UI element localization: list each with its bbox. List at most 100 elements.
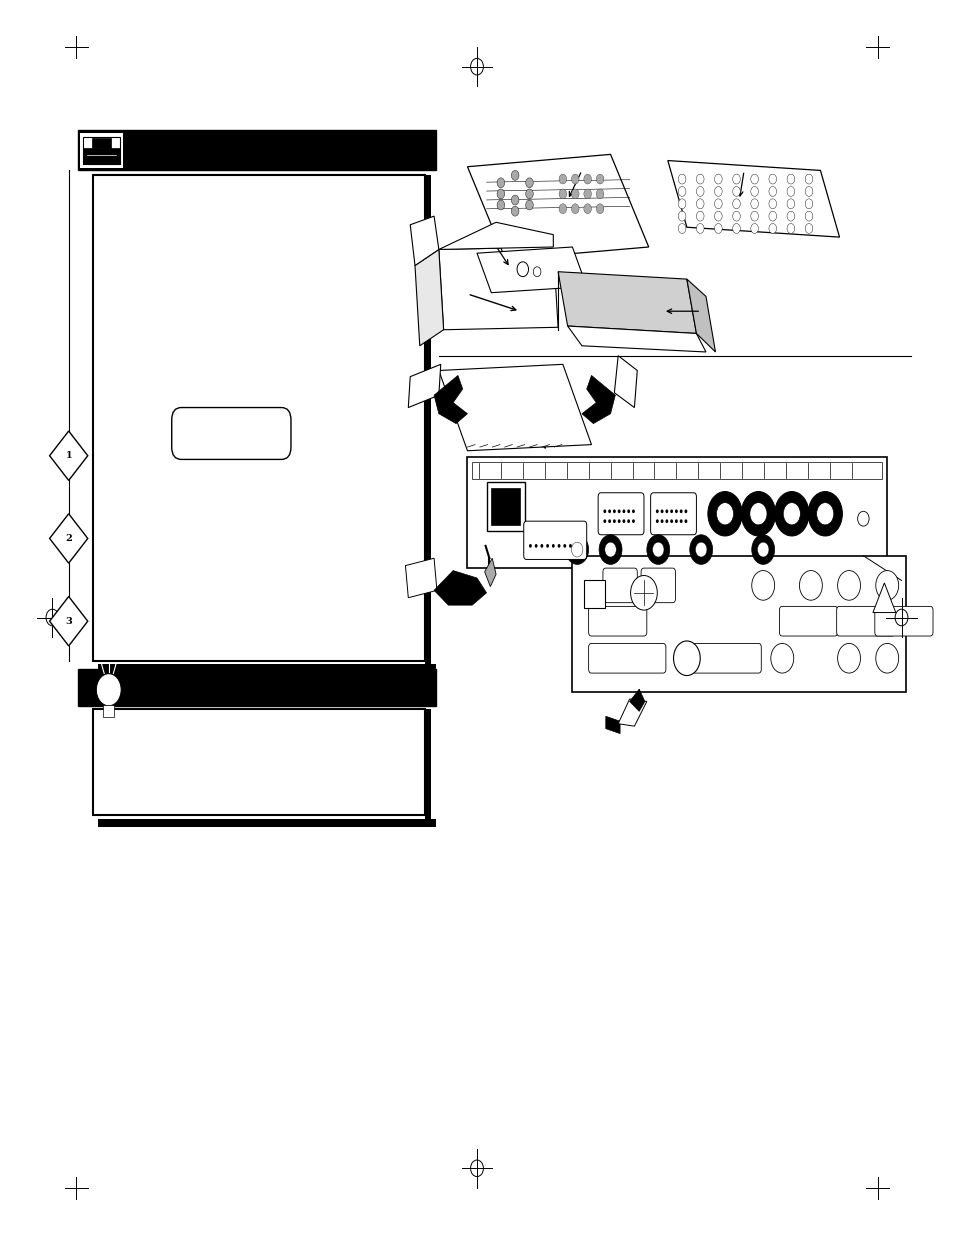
Circle shape: [618, 519, 620, 524]
Bar: [583, 580, 604, 608]
Circle shape: [571, 174, 578, 184]
Circle shape: [678, 224, 685, 233]
Circle shape: [612, 509, 616, 513]
FancyBboxPatch shape: [172, 408, 291, 459]
Circle shape: [602, 509, 606, 513]
Circle shape: [768, 224, 776, 233]
Polygon shape: [405, 558, 436, 598]
Circle shape: [757, 542, 768, 557]
Circle shape: [511, 170, 518, 180]
Circle shape: [571, 542, 582, 557]
Circle shape: [768, 211, 776, 221]
Circle shape: [602, 519, 606, 524]
Circle shape: [598, 535, 621, 564]
Polygon shape: [667, 161, 839, 237]
Bar: [491, 488, 519, 525]
Text: 1: 1: [66, 451, 71, 461]
Circle shape: [659, 519, 663, 524]
Circle shape: [714, 199, 721, 209]
FancyBboxPatch shape: [650, 493, 696, 535]
Circle shape: [525, 189, 533, 199]
Circle shape: [665, 509, 668, 513]
Circle shape: [669, 519, 673, 524]
Circle shape: [714, 174, 721, 184]
Circle shape: [655, 509, 658, 513]
Circle shape: [583, 204, 591, 214]
Circle shape: [596, 174, 603, 184]
Polygon shape: [629, 689, 644, 711]
Circle shape: [596, 204, 603, 214]
Circle shape: [534, 543, 537, 547]
Polygon shape: [567, 326, 705, 352]
Bar: [425, 175, 431, 668]
FancyBboxPatch shape: [683, 643, 760, 673]
FancyBboxPatch shape: [598, 493, 643, 535]
Bar: [486, 482, 524, 531]
Polygon shape: [50, 514, 88, 563]
Polygon shape: [50, 431, 88, 480]
Circle shape: [558, 204, 566, 214]
Circle shape: [786, 174, 794, 184]
Circle shape: [696, 174, 703, 184]
Circle shape: [608, 519, 611, 524]
Polygon shape: [415, 249, 443, 346]
Circle shape: [497, 178, 504, 188]
Circle shape: [557, 543, 560, 547]
Polygon shape: [50, 597, 88, 646]
FancyBboxPatch shape: [523, 521, 586, 559]
Polygon shape: [434, 375, 467, 424]
Circle shape: [689, 535, 712, 564]
Circle shape: [678, 211, 685, 221]
Circle shape: [562, 543, 566, 547]
Polygon shape: [438, 364, 591, 451]
Circle shape: [604, 542, 616, 557]
Circle shape: [768, 186, 776, 196]
Bar: [472, 462, 882, 479]
Polygon shape: [605, 716, 619, 734]
FancyBboxPatch shape: [588, 606, 646, 636]
Circle shape: [696, 211, 703, 221]
Bar: [572, 556, 905, 692]
Bar: [92, 138, 111, 148]
Circle shape: [807, 492, 841, 536]
Circle shape: [707, 492, 741, 536]
Circle shape: [608, 509, 611, 513]
Circle shape: [571, 189, 578, 199]
Circle shape: [659, 509, 663, 513]
Circle shape: [511, 206, 518, 216]
FancyBboxPatch shape: [640, 568, 675, 603]
Circle shape: [799, 571, 821, 600]
Circle shape: [678, 174, 685, 184]
Polygon shape: [476, 247, 586, 293]
Circle shape: [786, 199, 794, 209]
Circle shape: [568, 543, 572, 547]
Polygon shape: [438, 222, 553, 249]
Circle shape: [539, 543, 543, 547]
Bar: [425, 709, 431, 823]
Polygon shape: [558, 272, 696, 333]
Circle shape: [525, 178, 533, 188]
Polygon shape: [410, 216, 438, 266]
Circle shape: [655, 519, 658, 524]
Circle shape: [732, 186, 740, 196]
Circle shape: [565, 535, 588, 564]
Circle shape: [837, 643, 860, 673]
Circle shape: [837, 571, 860, 600]
Circle shape: [804, 186, 812, 196]
Circle shape: [630, 576, 657, 610]
FancyBboxPatch shape: [836, 606, 894, 636]
Circle shape: [621, 509, 625, 513]
Circle shape: [678, 199, 685, 209]
Circle shape: [497, 189, 504, 199]
Circle shape: [696, 224, 703, 233]
Polygon shape: [872, 583, 895, 613]
Circle shape: [732, 224, 740, 233]
FancyBboxPatch shape: [779, 606, 837, 636]
Polygon shape: [614, 356, 637, 408]
Circle shape: [786, 211, 794, 221]
Circle shape: [740, 492, 775, 536]
Circle shape: [583, 189, 591, 199]
Bar: [93, 709, 425, 815]
Circle shape: [750, 199, 758, 209]
Bar: [93, 175, 425, 661]
